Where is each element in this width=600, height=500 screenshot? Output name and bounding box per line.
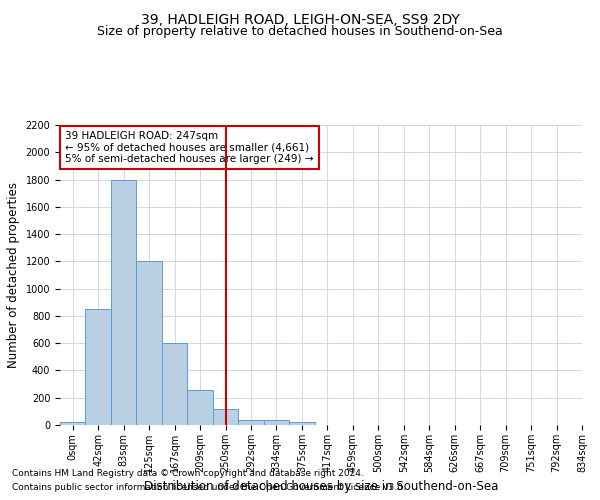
Text: 39 HADLEIGH ROAD: 247sqm
← 95% of detached houses are smaller (4,661)
5% of semi: 39 HADLEIGH ROAD: 247sqm ← 95% of detach…	[65, 131, 314, 164]
Bar	[85, 309, 111, 425]
Bar	[187, 390, 213, 425]
Text: 39, HADLEIGH ROAD, LEIGH-ON-SEA, SS9 2DY: 39, HADLEIGH ROAD, LEIGH-ON-SEA, SS9 2DY	[140, 12, 460, 26]
Bar	[213, 408, 238, 425]
X-axis label: Distribution of detached houses by size in Southend-on-Sea: Distribution of detached houses by size …	[144, 480, 498, 494]
Text: Size of property relative to detached houses in Southend-on-Sea: Size of property relative to detached ho…	[97, 25, 503, 38]
Bar	[111, 180, 136, 425]
Bar	[162, 343, 187, 425]
Text: Contains public sector information licensed under the Open Government Licence v3: Contains public sector information licen…	[12, 484, 406, 492]
Bar	[238, 420, 264, 425]
Bar	[264, 420, 289, 425]
Bar	[289, 422, 314, 425]
Bar	[60, 422, 85, 425]
Text: Contains HM Land Registry data © Crown copyright and database right 2024.: Contains HM Land Registry data © Crown c…	[12, 468, 364, 477]
Y-axis label: Number of detached properties: Number of detached properties	[7, 182, 20, 368]
Bar	[136, 262, 162, 425]
